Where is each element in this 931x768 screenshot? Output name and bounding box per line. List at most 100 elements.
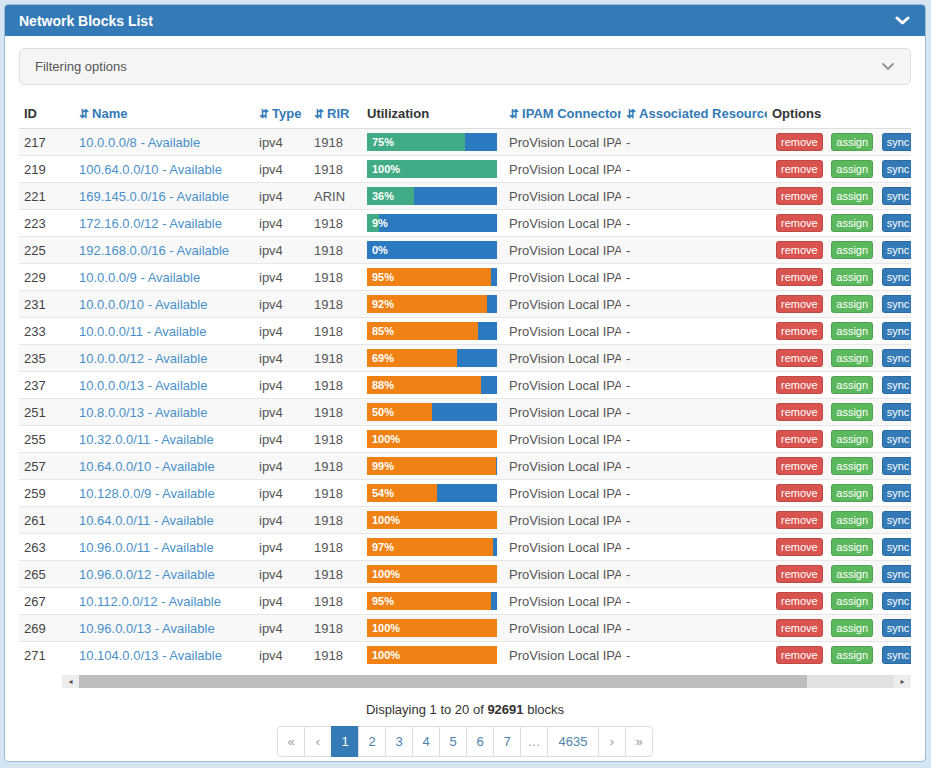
assign-button[interactable]: assign <box>831 214 873 232</box>
block-name-link[interactable]: 10.0.0.0/12 - Available <box>79 351 207 366</box>
assign-button[interactable]: assign <box>831 592 873 610</box>
sync-button[interactable]: sync <box>882 592 911 610</box>
sync-button[interactable]: sync <box>882 538 911 556</box>
sync-button[interactable]: sync <box>882 376 911 394</box>
assign-button[interactable]: assign <box>831 646 873 664</box>
remove-button[interactable]: remove <box>776 133 823 151</box>
remove-button[interactable]: remove <box>776 538 823 556</box>
remove-button[interactable]: remove <box>776 322 823 340</box>
horizontal-scrollbar[interactable]: ◂ ▸ <box>62 675 911 688</box>
assign-button[interactable]: assign <box>831 295 873 313</box>
block-name-link[interactable]: 10.96.0.0/11 - Available <box>79 540 214 555</box>
assign-button[interactable]: assign <box>831 376 873 394</box>
scroll-left-arrow-icon[interactable]: ◂ <box>62 675 79 688</box>
sync-button[interactable]: sync <box>882 322 911 340</box>
block-name-link[interactable]: 10.96.0.0/13 - Available <box>79 621 215 636</box>
assign-button[interactable]: assign <box>831 457 873 475</box>
sync-button[interactable]: sync <box>882 187 911 205</box>
scrollbar-thumb[interactable] <box>79 675 807 688</box>
assign-button[interactable]: assign <box>831 268 873 286</box>
sync-button[interactable]: sync <box>882 565 911 583</box>
column-header-ipam-connector[interactable]: ⇵IPAM Connector <box>504 98 621 129</box>
block-name-link[interactable]: 10.128.0.0/9 - Available <box>79 486 215 501</box>
assign-button[interactable]: assign <box>831 160 873 178</box>
assign-button[interactable]: assign <box>831 322 873 340</box>
remove-button[interactable]: remove <box>776 403 823 421</box>
remove-button[interactable]: remove <box>776 457 823 475</box>
block-name-link[interactable]: 10.0.0.0/11 - Available <box>79 324 206 339</box>
block-name-link[interactable]: 10.8.0.0/13 - Available <box>79 405 207 420</box>
assign-button[interactable]: assign <box>831 430 873 448</box>
page-button[interactable]: 3 <box>385 726 413 757</box>
remove-button[interactable]: remove <box>776 187 823 205</box>
remove-button[interactable]: remove <box>776 565 823 583</box>
remove-button[interactable]: remove <box>776 349 823 367</box>
sync-button[interactable]: sync <box>882 646 911 664</box>
column-header-type[interactable]: ⇵Type <box>254 98 309 129</box>
page-button[interactable]: … <box>520 726 548 757</box>
page-button[interactable]: 4635 <box>547 726 599 757</box>
remove-button[interactable]: remove <box>776 511 823 529</box>
page-button[interactable]: 7 <box>493 726 521 757</box>
remove-button[interactable]: remove <box>776 295 823 313</box>
block-name-link[interactable]: 10.0.0.0/9 - Available <box>79 270 200 285</box>
assign-button[interactable]: assign <box>831 484 873 502</box>
assign-button[interactable]: assign <box>831 187 873 205</box>
page-button[interactable]: 6 <box>466 726 494 757</box>
scroll-right-arrow-icon[interactable]: ▸ <box>894 675 911 688</box>
remove-button[interactable]: remove <box>776 376 823 394</box>
page-button[interactable]: 1 <box>331 726 359 757</box>
page-button[interactable]: » <box>625 726 653 757</box>
block-name-link[interactable]: 10.96.0.0/12 - Available <box>79 567 215 582</box>
block-name-link[interactable]: 10.112.0.0/12 - Available <box>79 594 221 609</box>
block-name-link[interactable]: 10.32.0.0/11 - Available <box>79 432 214 447</box>
block-name-link[interactable]: 192.168.0.0/16 - Available <box>79 243 229 258</box>
sync-button[interactable]: sync <box>882 160 911 178</box>
scrollbar-track[interactable] <box>807 675 894 688</box>
block-name-link[interactable]: 10.0.0.0/8 - Available <box>79 135 200 150</box>
remove-button[interactable]: remove <box>776 646 823 664</box>
page-button[interactable]: › <box>598 726 626 757</box>
remove-button[interactable]: remove <box>776 484 823 502</box>
remove-button[interactable]: remove <box>776 268 823 286</box>
assign-button[interactable]: assign <box>831 241 873 259</box>
column-header-associated-resources[interactable]: ⇵Associated Resources <box>621 98 767 129</box>
remove-button[interactable]: remove <box>776 241 823 259</box>
page-button[interactable]: 2 <box>358 726 386 757</box>
assign-button[interactable]: assign <box>831 511 873 529</box>
block-name-link[interactable]: 100.64.0.0/10 - Available <box>79 162 222 177</box>
filtering-options-expander[interactable]: Filtering options <box>19 48 911 85</box>
block-name-link[interactable]: 10.104.0.0/13 - Available <box>79 648 222 663</box>
sync-button[interactable]: sync <box>882 457 911 475</box>
assign-button[interactable]: assign <box>831 538 873 556</box>
column-header-name[interactable]: ⇵Name <box>74 98 254 129</box>
page-button[interactable]: « <box>277 726 305 757</box>
remove-button[interactable]: remove <box>776 430 823 448</box>
assign-button[interactable]: assign <box>831 403 873 421</box>
sync-button[interactable]: sync <box>882 349 911 367</box>
block-name-link[interactable]: 172.16.0.0/12 - Available <box>79 216 222 231</box>
block-name-link[interactable]: 10.64.0.0/10 - Available <box>79 459 215 474</box>
assign-button[interactable]: assign <box>831 619 873 637</box>
remove-button[interactable]: remove <box>776 160 823 178</box>
block-name-link[interactable]: 10.64.0.0/11 - Available <box>79 513 214 528</box>
remove-button[interactable]: remove <box>776 592 823 610</box>
sync-button[interactable]: sync <box>882 133 911 151</box>
assign-button[interactable]: assign <box>831 133 873 151</box>
sync-button[interactable]: sync <box>882 295 911 313</box>
sync-button[interactable]: sync <box>882 268 911 286</box>
panel-collapse-chevron-icon[interactable] <box>895 16 910 25</box>
page-button[interactable]: 4 <box>412 726 440 757</box>
sync-button[interactable]: sync <box>882 241 911 259</box>
remove-button[interactable]: remove <box>776 214 823 232</box>
page-button[interactable]: ‹ <box>304 726 332 757</box>
block-name-link[interactable]: 10.0.0.0/10 - Available <box>79 297 207 312</box>
sync-button[interactable]: sync <box>882 619 911 637</box>
block-name-link[interactable]: 169.145.0.0/16 - Available <box>79 189 229 204</box>
assign-button[interactable]: assign <box>831 349 873 367</box>
block-name-link[interactable]: 10.0.0.0/13 - Available <box>79 378 207 393</box>
sync-button[interactable]: sync <box>882 484 911 502</box>
page-button[interactable]: 5 <box>439 726 467 757</box>
sync-button[interactable]: sync <box>882 214 911 232</box>
remove-button[interactable]: remove <box>776 619 823 637</box>
